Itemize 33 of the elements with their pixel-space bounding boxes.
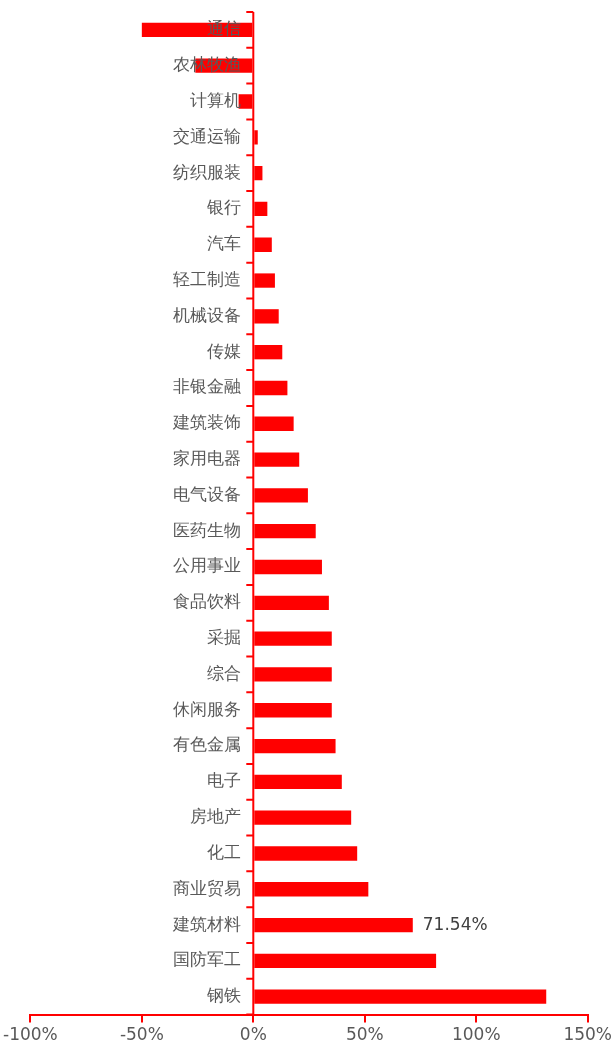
y-tick-label: 采掘 (207, 627, 242, 648)
y-tick-label: 医药生物 (173, 519, 242, 540)
y-tick-label: 公用事业 (173, 555, 242, 576)
y-tick-label: 休闲服务 (173, 698, 242, 719)
y-tick-label: 电气设备 (173, 483, 242, 504)
y-tick-label: 机械设备 (173, 304, 242, 325)
y-tick-label: 交通运输 (173, 125, 242, 146)
y-tick-label: 房地产 (190, 806, 242, 827)
y-tick-label: 商业贸易 (173, 877, 242, 898)
x-tick-label: 0% (239, 1024, 267, 1045)
y-tick-label: 建筑装饰 (172, 412, 242, 433)
y-tick-label: 传媒 (207, 340, 242, 361)
y-tick-label: 综合 (207, 662, 242, 683)
y-tick-label: 家用电器 (173, 448, 242, 469)
y-tick-label: 非银金融 (173, 376, 242, 397)
y-tick-label: 国防军工 (173, 949, 242, 970)
x-tick-label: -100% (2, 1024, 58, 1045)
x-tick-label: 50% (345, 1024, 384, 1045)
y-tick-label: 化工 (207, 841, 242, 862)
y-tick-label: 有色金属 (173, 734, 242, 755)
y-tick-label: 食品饮料 (173, 591, 242, 612)
x-tick-label: 150% (563, 1024, 612, 1045)
x-tick-label: -50% (119, 1024, 164, 1045)
y-tick-label: 银行 (206, 197, 242, 218)
y-tick-label: 纺织服装 (173, 161, 242, 182)
y-tick-label: 电子 (207, 770, 242, 791)
y-tick-label: 汽车 (207, 233, 242, 254)
y-tick-label: 钢铁 (206, 985, 242, 1006)
x-tick-label: 100% (451, 1024, 501, 1045)
y-tick-label: 轻工制造 (173, 268, 242, 289)
y-tick-label: 通信 (207, 18, 242, 39)
data-label: 71.54% (422, 913, 488, 934)
y-tick-label: 建筑材料 (172, 913, 242, 934)
